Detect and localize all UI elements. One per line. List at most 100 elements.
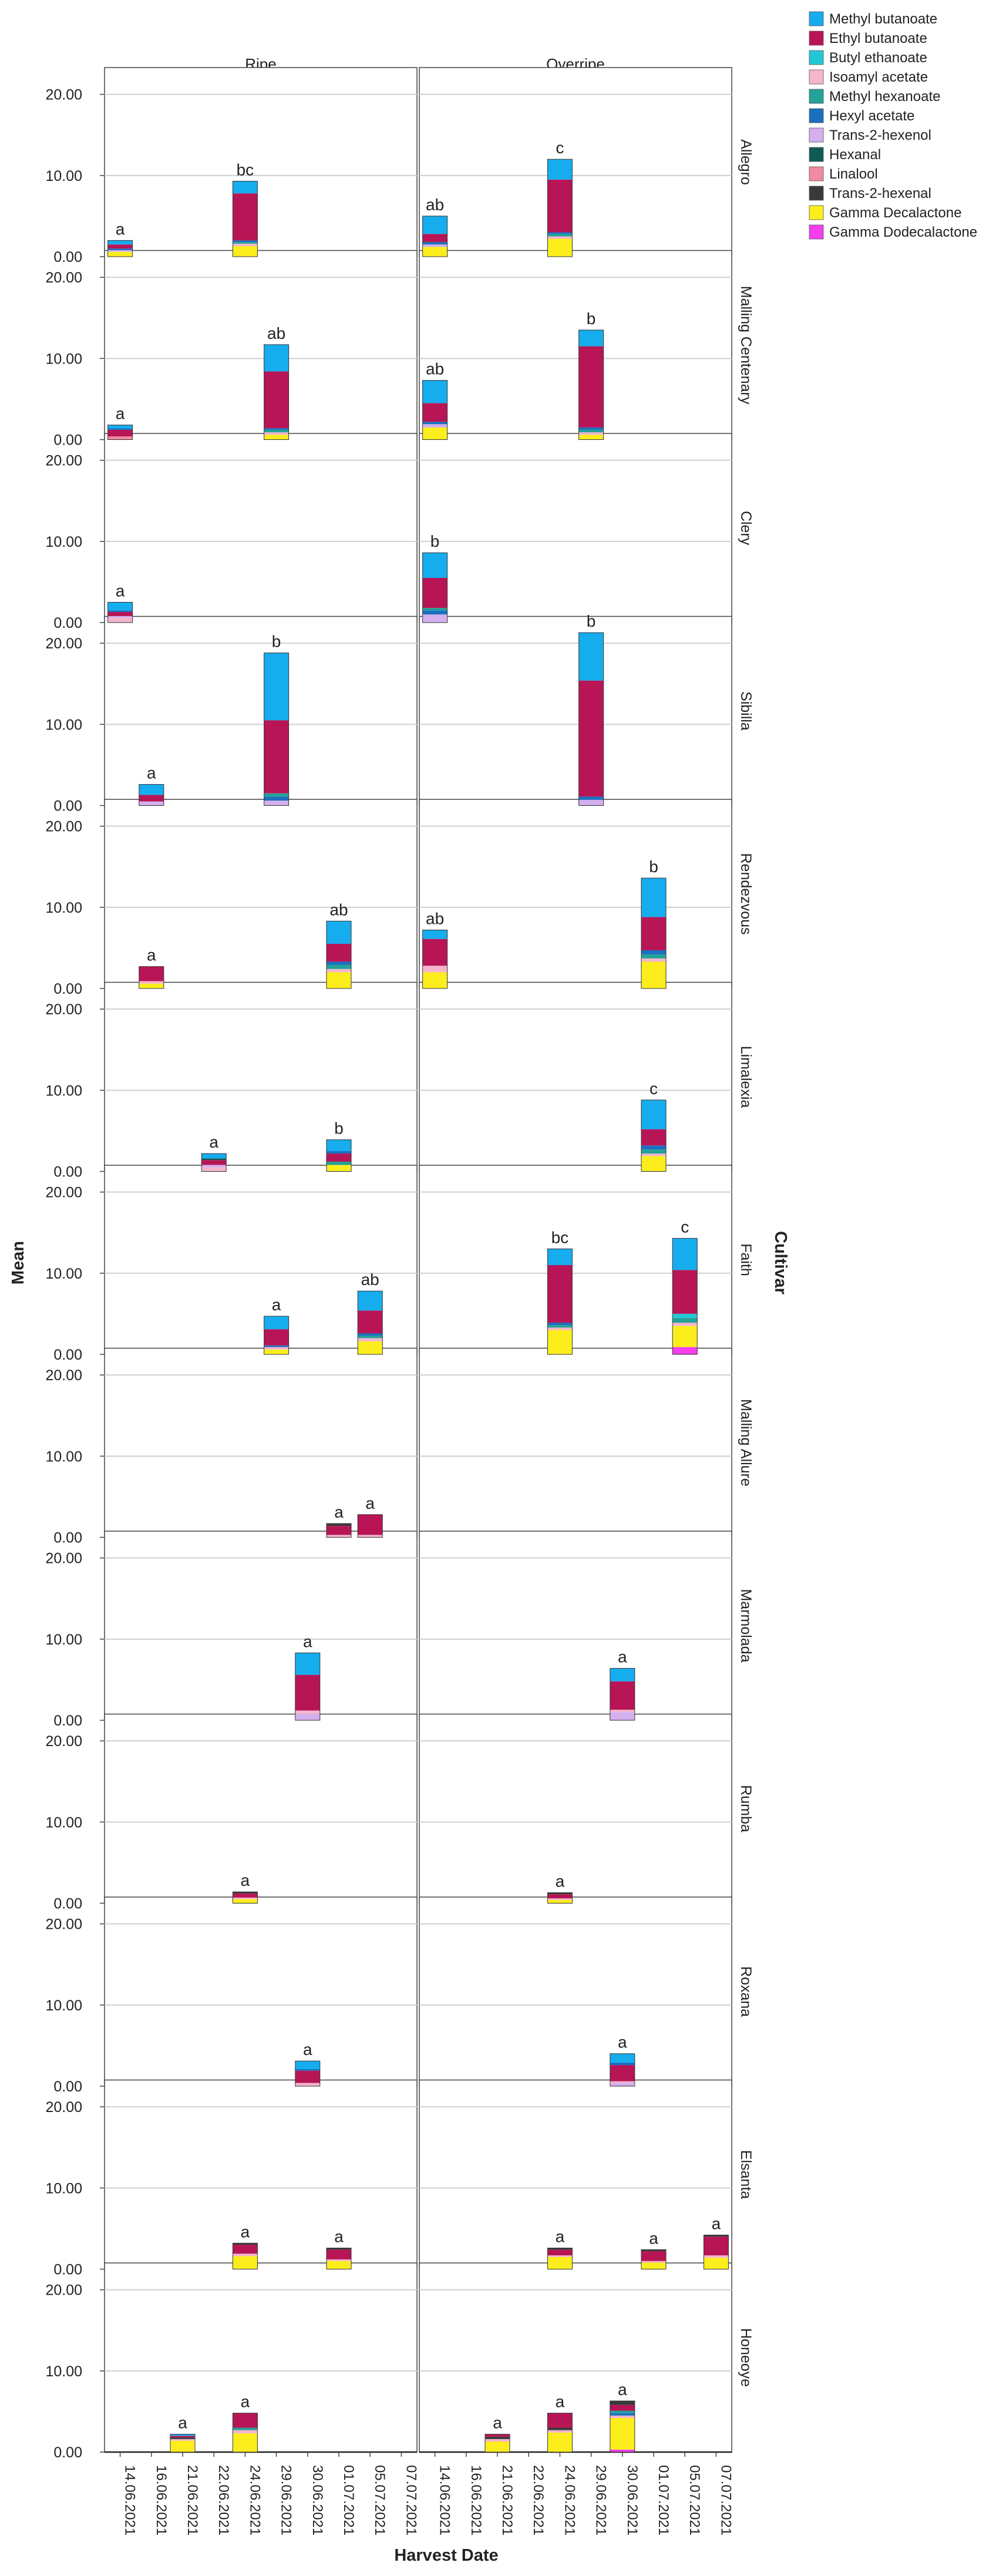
row-facet-malling-allure: 0.00 10.00 20.00 Malling Allure [45,1347,754,1546]
bar-segment-methyl-butanoate [422,930,448,939]
bar-segment-hexyl-acetate [295,2069,320,2071]
panel-malling-allure-overripe [419,1347,732,1538]
bar-segment-isoamyl-acetate [327,2259,351,2261]
bar-segment-ethyl-butanoate [327,1526,351,1535]
bar-segment-isoamyl-acetate [358,1338,383,1341]
bar-allegro-ripe-14-06-2021: a [107,220,133,257]
row-facet-label-limalexia: Limalexia [738,1046,754,1108]
x-tick-label: 22.06.2021 [216,2465,231,2535]
bar-clery-overripe-14-06-2021: b [422,532,448,623]
bar-outline [107,240,133,257]
bar-segment-hexyl-acetate [327,1151,351,1154]
panel-honeoye-overripe [419,2262,732,2453]
y-tick-label: 10.00 [45,2363,82,2380]
bar-segment-ethyl-butanoate [641,917,666,951]
bar-segment-methyl-hexanoate [327,1161,351,1165]
bar-segment-trans-2-hexenol [610,1712,635,1720]
bar-outline [641,2249,667,2270]
bar-segment-trans-2-hexenal [233,2243,258,2245]
row-facet-honeoye: 0.00 10.00 20.00 Honeoye [45,2262,754,2461]
bar-segment-gamma-decalactone [547,2432,573,2452]
bar-segment-methyl-butanoate [107,602,133,611]
bar-segment-hexyl-acetate [264,428,289,430]
bar-elsanta-overripe-07-07-2021: a [703,2214,729,2269]
bar-segment-gamma-decalactone [422,972,448,988]
y-tick-label: 0.00 [53,2079,82,2095]
legend-label-trans-2-hexenol: Trans-2-hexenol [829,127,931,143]
bar-segment-methyl-butanoate [264,653,289,721]
legend-label-gamma-decalactone: Gamma Decalactone [829,205,961,221]
bar-segment-isoamyl-acetate [547,236,573,239]
bar-segment-isoamyl-acetate [201,1167,227,1172]
bar-elsanta-overripe-01-07-2021: a [641,2229,667,2270]
bar-segment-ethyl-butanoate [139,795,164,802]
bar-outline [326,2248,352,2270]
bar-segment-gamma-decalactone [139,983,164,988]
bar-segment-isoamyl-acetate [422,966,448,973]
x-tick-label: 01.07.2021 [341,2465,356,2535]
bar-segment-ethyl-butanoate [422,939,448,966]
bar-segment-ethyl-butanoate [610,2065,635,2081]
panel-elsanta-ripe [104,2079,418,2270]
bar-segment-isoamyl-acetate [610,2415,635,2418]
panel-frame [419,1347,732,1538]
bar-segment-gamma-decalactone [358,1341,383,1354]
bar-segment-butyl-ethanoate [672,1313,698,1318]
bar-faith-overripe-05-07-2021: c [672,1218,698,1355]
bar-segment-trans-2-hexenol [107,250,133,252]
bar-allegro-overripe-14-06-2021: ab [422,196,448,257]
bar-segment-methyl-butanoate [107,425,133,429]
bar-outline [672,1237,698,1355]
bar-rendezvous-overripe-14-06-2021: ab [422,910,448,989]
bar-segment-ethyl-butanoate [672,1270,698,1314]
bar-segment-ethyl-butanoate [422,403,448,422]
y-tick-label: 20.00 [45,1733,82,1750]
significance-letter: b [649,857,658,876]
significance-letter: a [556,2393,565,2411]
row-facet-label-faith: Faith [738,1243,754,1276]
panel-rumba-ripe [104,1713,418,1904]
y-tick-label: 20.00 [45,635,82,652]
bar-segment-ethyl-butanoate [422,578,448,608]
bar-elsanta-ripe-24-06-2021: a [232,2222,258,2269]
bar-outline [547,2248,573,2270]
bar-segment-gamma-decalactone [422,427,448,440]
significance-letter: b [587,612,596,630]
panel-frame [104,433,418,623]
bar-segment-methyl-butanoate [641,1099,666,1129]
bar-segment-ethyl-butanoate [107,429,133,436]
y-tick-label: 10.00 [45,900,82,916]
y-tick-label: 20.00 [45,2282,82,2299]
bar-segment-ethyl-butanoate [547,1265,573,1323]
bar-outline [232,180,258,257]
significance-letter: b [430,532,440,550]
bar-sibilla-ripe-29-06-2021: b [264,633,290,806]
legend-swatch-hexyl-acetate [809,108,824,123]
bar-outline [547,1248,573,1355]
row-facet-label-elsanta: Elsanta [738,2150,754,2199]
row-facet-label-marmolada: Marmolada [738,1589,754,1662]
x-tick-label: 29.06.2021 [593,2465,609,2535]
y-tick-label: 10.00 [45,1266,82,1282]
bar-segment-gamma-decalactone [547,1899,573,1904]
bar-segment-ethyl-butanoate [170,2436,195,2438]
x-tick-label: 24.06.2021 [561,2465,577,2535]
bar-outline [264,653,290,806]
bar-segment-methyl-hexanoate [578,429,604,433]
panel-frame [419,250,732,440]
y-tick-label: 0.00 [53,1347,82,1363]
bar-segment-ethyl-butanoate [547,1894,573,1899]
bar-outline [422,552,448,623]
bar-segment-methyl-butanoate [641,878,666,917]
legend-swatch-linalool [809,166,824,181]
significance-letter: a [241,1871,250,1889]
bar-segment-methyl-butanoate [139,784,164,795]
x-tick-label: 16.06.2021 [153,2465,169,2535]
bar-segment-methyl-butanoate [610,2053,635,2063]
bar-segment-isoamyl-acetate [641,2261,666,2263]
bar-segment-gamma-dodecalactone [610,2449,635,2452]
bar-outline [610,2053,635,2087]
bar-outline [578,329,604,440]
legend-label-methyl-hexanoate: Methyl hexanoate [829,89,940,105]
y-tick-label: 10.00 [45,351,82,367]
